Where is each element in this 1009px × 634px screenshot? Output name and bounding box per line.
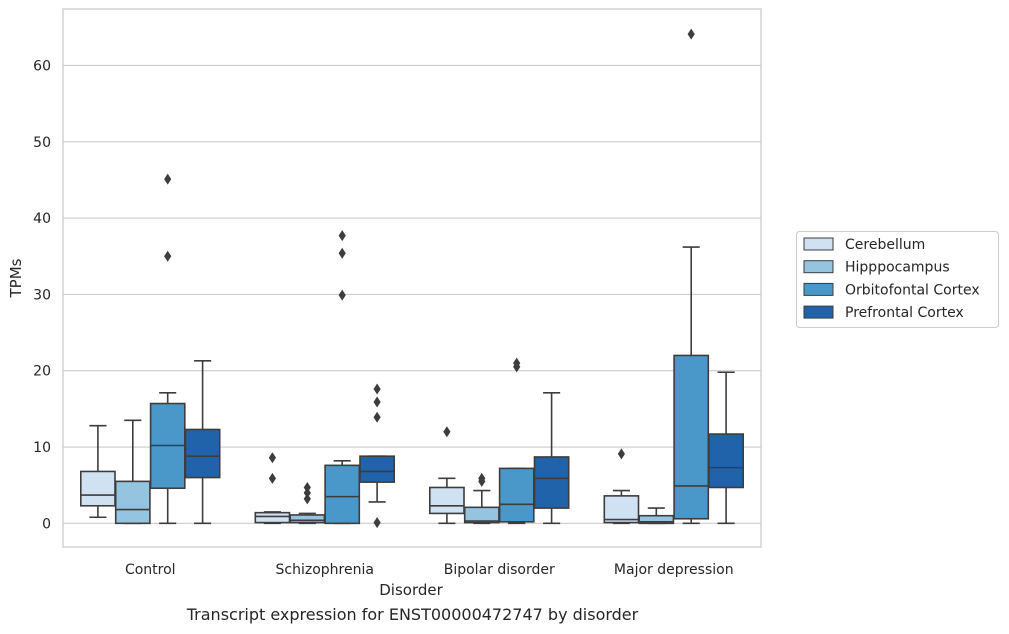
- y-tick-label: 30: [33, 287, 51, 303]
- outlier-point: [338, 247, 346, 259]
- y-tick-label: 0: [42, 516, 51, 532]
- box-prefrontal-cortex-control: [184, 359, 221, 525]
- y-tick-labels: 0 10 20 30 40 50 60: [33, 58, 51, 532]
- box-iqr: [114, 480, 151, 525]
- box-iqr: [184, 428, 221, 479]
- legend-entry-label: Prefrontal Cortex: [845, 305, 964, 321]
- legend-entry-label: Hipppocampus: [845, 260, 950, 276]
- outlier-point: [373, 396, 381, 408]
- box-iqr: [79, 470, 116, 507]
- outlier-point: [164, 173, 172, 185]
- legend-box: [796, 231, 999, 328]
- box-iqr: [673, 354, 710, 520]
- plot-border: [62, 8, 762, 548]
- box-iqr: [324, 464, 361, 525]
- outlier-point: [617, 448, 625, 460]
- legend-swatch: [803, 237, 834, 251]
- y-tick-label: 10: [33, 440, 51, 456]
- y-tick-label: 20: [33, 364, 51, 380]
- plot-frame: [62, 8, 762, 548]
- box-iqr: [708, 433, 745, 489]
- y-axis-label: TPMs: [7, 258, 25, 298]
- outlier-point: [268, 472, 276, 484]
- y-tick-label: 40: [33, 211, 51, 227]
- box-orbitofontal-cortex-bipolar-disorder: [498, 357, 535, 525]
- legend-entry-label: Cerebellum: [845, 237, 925, 253]
- outlier-point: [338, 230, 346, 242]
- outlier-point: [338, 289, 346, 301]
- box-iqr: [359, 455, 396, 483]
- box-iqr: [428, 486, 465, 515]
- box-orbitofontal-cortex-major-depression: [673, 28, 710, 525]
- outlier-point: [164, 250, 172, 262]
- outlier-point: [373, 411, 381, 423]
- box-iqr: [254, 511, 291, 524]
- legend-entry-label: Orbitofontal Cortex: [845, 282, 980, 298]
- box-orbitofontal-cortex-control: [149, 173, 186, 525]
- box-prefrontal-cortex-bipolar-disorder: [533, 392, 570, 525]
- box-prefrontal-cortex-major-depression: [708, 371, 745, 525]
- outlier-point: [268, 452, 276, 464]
- y-tick-label: 60: [33, 58, 51, 74]
- box-cerebellum-major-depression: [603, 448, 640, 525]
- box-hipppocampus-schizophrenia: [289, 481, 326, 525]
- outlier-point: [303, 493, 311, 505]
- x-tick-label: Schizophrenia: [276, 562, 374, 578]
- x-tick-label: Major depression: [614, 562, 734, 578]
- box-iqr: [533, 456, 570, 509]
- outlier-point: [687, 28, 695, 40]
- box-iqr: [498, 467, 535, 523]
- x-tick-label: Control: [125, 562, 176, 578]
- figure-caption: Transcript expression for ENST0000047274…: [186, 605, 639, 624]
- box-hipppocampus-major-depression: [638, 507, 675, 525]
- outlier-point: [513, 361, 521, 373]
- y-tick-label: 50: [33, 135, 51, 151]
- legend: Cerebellum Hipppocampus Orbitofontal Corte…: [796, 231, 999, 328]
- x-tick-label: Bipolar disorder: [444, 562, 555, 578]
- box-cerebellum-bipolar-disorder: [428, 426, 465, 525]
- box-iqr: [603, 495, 640, 524]
- box-cerebellum-control: [79, 424, 116, 519]
- outlier-point: [443, 426, 451, 438]
- legend-swatch: [803, 305, 834, 319]
- box-hipppocampus-control: [114, 419, 151, 525]
- box-hipppocampus-bipolar-disorder: [463, 472, 500, 525]
- outlier-point: [303, 487, 311, 499]
- box-prefrontal-cortex-schizophrenia: [359, 383, 396, 529]
- box-cerebellum-schizophrenia: [254, 452, 291, 525]
- x-tick-labels: Control Schizophrenia Bipolar disorder Majo…: [125, 562, 734, 578]
- outlier-point: [373, 517, 381, 529]
- outlier-point: [478, 475, 486, 487]
- outlier-point: [373, 383, 381, 395]
- x-axis-label: Disorder: [379, 581, 443, 599]
- legend-swatch: [803, 282, 834, 296]
- boxes-layer: [79, 28, 745, 529]
- box-orbitofontal-cortex-schizophrenia: [324, 230, 361, 525]
- legend-swatch: [803, 260, 834, 274]
- box-iqr: [289, 514, 326, 524]
